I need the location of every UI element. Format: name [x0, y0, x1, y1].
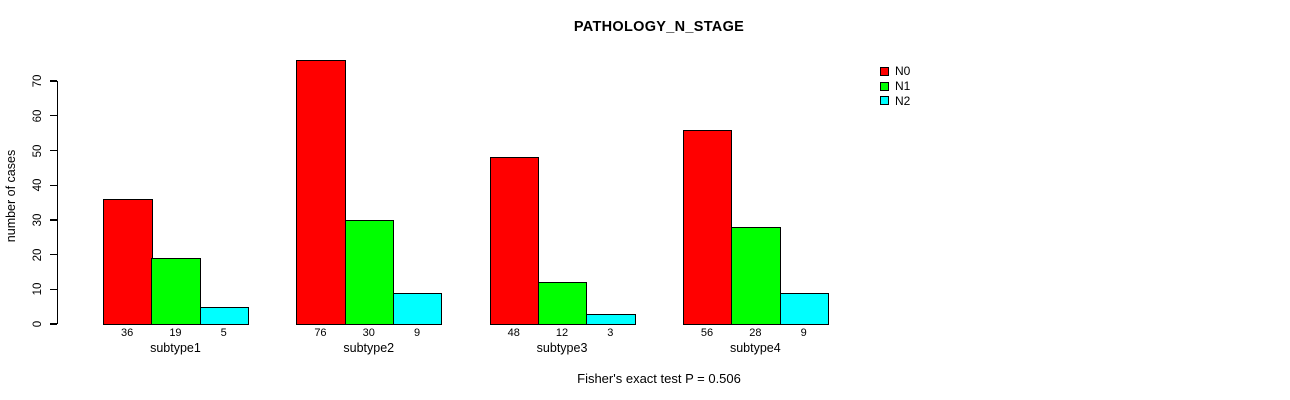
bar — [731, 226, 781, 326]
y-tick-label: 60 — [32, 109, 44, 123]
y-tick — [50, 80, 57, 82]
legend-swatch — [880, 81, 889, 91]
bar — [296, 60, 346, 326]
y-tick — [50, 184, 57, 186]
bar — [537, 282, 588, 326]
legend-swatch — [880, 66, 889, 76]
y-tick — [50, 219, 57, 221]
category-label: subtype1 — [150, 341, 201, 355]
y-tick — [50, 253, 57, 256]
bar-value-label: 76 — [314, 327, 327, 339]
bar-value-label: 12 — [555, 327, 569, 339]
chart-title: PATHOLOGY_N_STAGE — [573, 19, 745, 35]
bar — [344, 219, 395, 326]
y-tick — [50, 288, 57, 290]
y-tick-label: 70 — [32, 74, 44, 88]
category-label: subtype3 — [536, 341, 588, 355]
bar-value-label: 9 — [413, 327, 421, 339]
legend-swatch — [880, 96, 889, 106]
legend-item: N1 — [880, 79, 910, 94]
y-tick — [50, 323, 57, 325]
bar-value-label: 3 — [607, 327, 614, 339]
bar-value-label: 28 — [749, 327, 762, 339]
bar — [586, 313, 636, 326]
category-label: subtype2 — [343, 341, 395, 355]
bar — [682, 129, 733, 326]
y-axis-label: number of cases — [4, 149, 18, 243]
legend-label: N2 — [895, 93, 911, 108]
y-tick-label: 50 — [32, 144, 44, 157]
bar-value-label: 56 — [700, 327, 714, 339]
y-tick — [50, 115, 57, 117]
bar-value-label: 5 — [220, 327, 227, 339]
bar — [392, 292, 443, 326]
bar — [779, 292, 829, 326]
y-tick-label: 40 — [32, 178, 44, 192]
legend-label: N0 — [895, 64, 911, 79]
bar-value-label: 9 — [800, 327, 807, 339]
bar — [151, 258, 201, 326]
bar-value-label: 48 — [507, 327, 520, 339]
bar — [103, 199, 153, 326]
y-tick — [50, 149, 57, 152]
y-tick-label: 10 — [32, 282, 44, 296]
legend-item: N0 — [880, 64, 910, 79]
y-axis-line — [57, 81, 59, 324]
bar-value-label: 30 — [362, 327, 375, 339]
bar-value-label: 36 — [121, 327, 134, 339]
legend-item: N2 — [880, 94, 910, 109]
footer-annotation: Fisher's exact test P = 0.506 — [577, 371, 741, 386]
legend: N0 N1 N2 — [880, 64, 910, 108]
bar — [199, 306, 250, 326]
y-tick-label: 30 — [32, 213, 44, 227]
category-label: subtype4 — [729, 341, 781, 355]
y-tick-label: 0 — [32, 320, 44, 328]
y-tick-label: 20 — [32, 248, 44, 261]
bar-value-label: 19 — [169, 327, 182, 339]
bar — [489, 157, 540, 326]
legend-label: N1 — [895, 79, 911, 94]
